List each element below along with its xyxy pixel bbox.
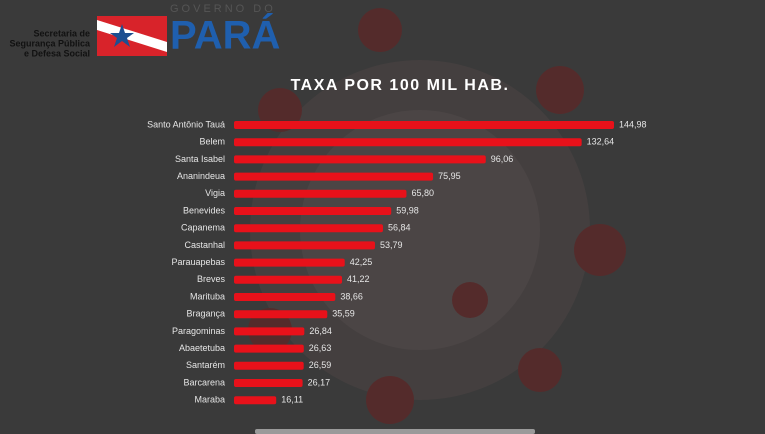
category-label: Santo Antônio Tauá bbox=[147, 119, 225, 129]
bar bbox=[234, 344, 304, 353]
value-label: 59,98 bbox=[396, 205, 419, 215]
value-label: 26,84 bbox=[309, 326, 332, 336]
value-label: 35,59 bbox=[332, 309, 355, 319]
category-label: Marituba bbox=[190, 291, 225, 301]
bar bbox=[234, 155, 486, 164]
bar bbox=[234, 138, 582, 147]
value-label: 38,66 bbox=[340, 291, 363, 301]
bar bbox=[234, 396, 277, 405]
category-label: Capanema bbox=[181, 223, 225, 233]
bar bbox=[234, 189, 407, 198]
state-label: PARÁ bbox=[170, 13, 280, 58]
value-label: 53,79 bbox=[380, 240, 403, 250]
category-label: Parauapebas bbox=[171, 257, 225, 267]
category-label: Santarém bbox=[186, 360, 225, 370]
value-label: 96,06 bbox=[491, 154, 514, 164]
value-label: 132,64 bbox=[587, 137, 615, 147]
government-label: GOVERNO DO bbox=[170, 3, 276, 15]
agency-line: e Defesa Social bbox=[24, 48, 90, 58]
category-label: Santa Isabel bbox=[175, 154, 225, 164]
value-label: 144,98 bbox=[619, 119, 647, 129]
value-label: 56,84 bbox=[388, 223, 411, 233]
value-label: 65,80 bbox=[411, 188, 434, 198]
bar bbox=[234, 121, 614, 129]
category-label: Castanhal bbox=[184, 240, 225, 250]
value-label: 42,25 bbox=[350, 257, 373, 267]
value-label: 26,63 bbox=[309, 343, 332, 353]
bar bbox=[234, 310, 328, 319]
bar bbox=[234, 275, 343, 284]
category-label: Bragança bbox=[186, 309, 225, 319]
flag bbox=[97, 16, 167, 56]
bar bbox=[234, 224, 383, 233]
category-label: Ananindeua bbox=[177, 171, 225, 181]
scrollbar[interactable] bbox=[255, 429, 535, 434]
category-label: Benevides bbox=[183, 205, 226, 215]
category-label: Vigia bbox=[205, 188, 225, 198]
bar bbox=[234, 293, 336, 301]
chart-title: TAXA POR 100 MIL HAB. bbox=[291, 77, 510, 94]
agency-line: Secretaria de bbox=[33, 28, 90, 38]
category-label: Breves bbox=[197, 274, 226, 284]
value-label: 41,22 bbox=[347, 274, 370, 284]
category-label: Barcarena bbox=[183, 377, 225, 387]
value-label: 75,95 bbox=[438, 171, 461, 181]
value-label: 16,11 bbox=[281, 395, 303, 405]
value-label: 26,59 bbox=[309, 360, 332, 370]
category-label: Paragominas bbox=[172, 326, 226, 336]
value-label: 26,17 bbox=[308, 377, 331, 387]
bar bbox=[234, 241, 375, 250]
category-label: Maraba bbox=[194, 395, 225, 405]
category-label: Belem bbox=[199, 137, 225, 147]
bar bbox=[234, 379, 303, 387]
bar bbox=[234, 327, 305, 336]
category-label: Abaetetuba bbox=[179, 343, 225, 353]
bar bbox=[234, 258, 345, 267]
bar bbox=[234, 172, 434, 181]
agency-line: Segurança Pública bbox=[9, 38, 91, 48]
bar bbox=[234, 361, 304, 370]
bar bbox=[234, 207, 392, 215]
